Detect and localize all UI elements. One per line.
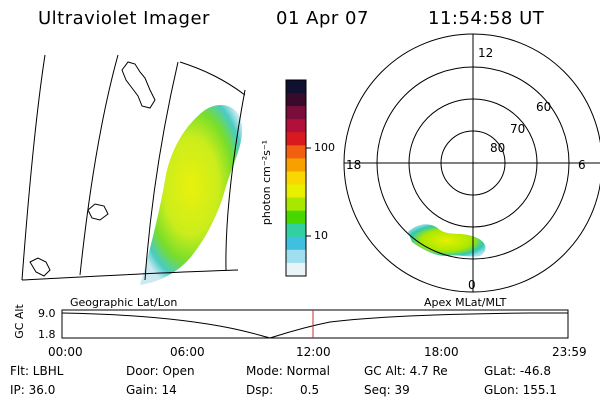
lat-label-70: 70: [510, 122, 526, 136]
aurora-emission-apex: [408, 224, 486, 257]
mlt-label-6: 6: [578, 158, 586, 172]
alt-xtick-1200: 12:00: [296, 345, 331, 359]
alt-xtick-0600: 06:00: [170, 345, 205, 359]
colorbar-segment: [286, 106, 306, 120]
colorbar-segment: [286, 184, 306, 199]
info-seq: Seq: 39: [364, 383, 410, 397]
colorbar-unit-label: photon cm⁻²s⁻¹: [260, 139, 274, 226]
time-readout: 11:54:58 UT: [428, 8, 545, 29]
colorbar-tick-100: 100: [314, 141, 335, 154]
colorbar-frame: [285, 79, 307, 277]
coastline-3: [29, 257, 51, 277]
coastline-2: [87, 203, 109, 221]
lat-line-2: [179, 61, 246, 96]
mlt-label-18: 18: [346, 158, 362, 172]
geographic-panel: [21, 54, 246, 285]
info-glon: GLon: 155.1: [484, 383, 557, 397]
colorbar-segment: [286, 93, 306, 107]
info-mode: Mode: Normal: [246, 364, 330, 378]
colorbar-segment: [286, 119, 306, 133]
colorbar-segment: [286, 249, 306, 264]
lon-line-2: [79, 54, 119, 276]
colorbar-segment: [286, 80, 306, 94]
geo-panel-caption: Geographic Lat/Lon: [70, 296, 178, 309]
altitude-curve: [61, 312, 568, 339]
coastline-1: [121, 61, 156, 109]
colorbar-segment: [286, 197, 306, 212]
info-glat: GLat: -46.8: [484, 364, 551, 378]
colorbar-segment: [286, 210, 306, 225]
altitude-ylabel: GC Alt: [12, 304, 26, 339]
apex-polar-plot: [343, 33, 600, 293]
mlt-label-0: 0: [468, 278, 476, 292]
altitude-plot: [61, 309, 569, 339]
app-title: Ultraviolet Imager: [38, 8, 210, 29]
lon-line-3: [144, 61, 179, 281]
info-gain: Gain: 14: [126, 383, 177, 397]
info-dsp-label: Dsp:: [246, 383, 274, 397]
info-ip: IP: 36.0: [10, 383, 56, 397]
alt-ytick-9: 9.0: [38, 307, 56, 320]
date-readout: 01 Apr 07: [276, 8, 369, 29]
apex-panel-caption: Apex MLat/MLT: [424, 296, 507, 309]
colorbar-segment: [286, 236, 306, 251]
colorbar: [286, 80, 306, 277]
mlt-label-12: 12: [478, 46, 494, 60]
colorbar-segment: [286, 223, 306, 238]
colorbar-segment: [286, 262, 306, 277]
lat-line-1: [21, 269, 239, 281]
info-gc-alt: GC Alt: 4.7 Re: [364, 364, 448, 378]
colorbar-segment: [286, 171, 306, 186]
info-dsp-value: 0.5: [300, 383, 320, 397]
lat-label-60: 60: [536, 100, 552, 114]
alt-xtick-2359: 23:59: [552, 345, 587, 359]
aurora-emission-geo: [140, 105, 243, 285]
lon-line-1: [21, 54, 46, 281]
alt-xtick-1800: 18:00: [424, 345, 459, 359]
alt-ytick-1-8: 1.8: [38, 328, 56, 341]
info-flt: Flt: LBHL: [10, 364, 64, 378]
colorbar-segment: [286, 132, 306, 146]
info-door: Door: Open: [126, 364, 195, 378]
lat-label-80: 80: [490, 141, 506, 155]
colorbar-tick-10: 10: [314, 229, 328, 242]
lon-line-4: [225, 89, 246, 271]
alt-xtick-0000: 00:00: [48, 345, 83, 359]
colorbar-segment: [286, 145, 306, 159]
colorbar-segment: [286, 158, 306, 172]
